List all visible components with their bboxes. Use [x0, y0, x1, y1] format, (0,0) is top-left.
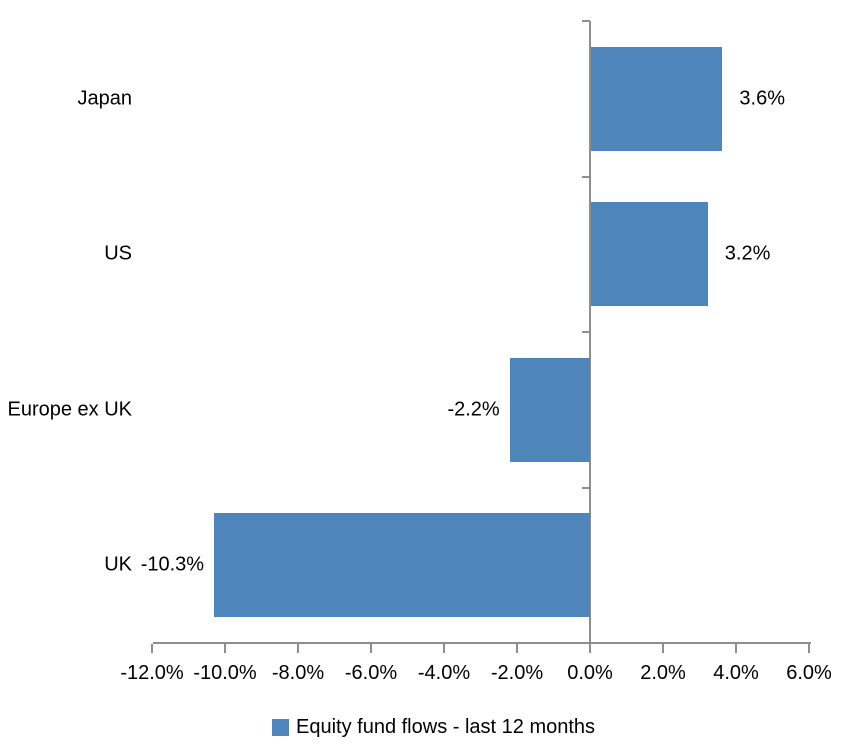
x-axis-tick-2-0	[516, 644, 518, 653]
value-label-japan: 3.6%	[739, 87, 785, 110]
x-axis-tick-label-8-0: -8.0%	[271, 662, 325, 684]
bar-us	[591, 202, 708, 307]
value-label-europe-ex-uk: -2.2%	[447, 398, 500, 421]
y-axis-tick-4	[582, 642, 590, 644]
category-label-japan: Japan	[77, 87, 133, 110]
legend: Equity fund flows - last 12 months	[272, 716, 595, 739]
x-axis-tick-4-0	[735, 644, 737, 653]
y-axis-tick-2	[582, 331, 590, 333]
x-axis-tick-8-0	[297, 644, 299, 653]
x-axis-tick-label-2-0: 2.0%	[640, 662, 686, 684]
x-axis-tick-label-2-0: -2.0%	[490, 662, 544, 684]
category-label-europe-ex-uk: Europe ex UK	[7, 398, 132, 421]
x-axis-tick-12-0	[151, 644, 153, 653]
x-axis-line	[153, 642, 811, 644]
y-axis-tick-0	[582, 20, 590, 22]
x-axis-tick-label-0-0: 0.0%	[567, 662, 613, 684]
y-axis-tick-1	[582, 175, 590, 178]
x-axis-tick-4-0	[443, 644, 445, 653]
y-axis-tick-3	[582, 486, 590, 489]
category-label-uk: UK	[104, 553, 132, 576]
category-label-us: US	[104, 242, 132, 265]
x-axis-tick-10-0	[224, 644, 226, 653]
x-axis-tick-label-6-0: 6.0%	[786, 662, 832, 684]
x-axis-tick-6-0	[808, 644, 810, 653]
x-axis-tick-2-0	[662, 644, 664, 653]
x-axis-tick-label-10-0: -10.0%	[193, 662, 257, 684]
x-axis-tick-0-0	[589, 644, 591, 653]
x-axis-tick-label-6-0: -6.0%	[344, 662, 398, 684]
x-axis-tick-6-0	[370, 644, 372, 653]
value-label-us: 3.2%	[724, 242, 771, 265]
y-axis-line	[589, 21, 591, 643]
x-axis-tick-label-4-0: 4.0%	[713, 662, 759, 684]
bar-europe-ex-uk	[509, 357, 590, 462]
x-axis-tick-label-12-0: -12.0%	[120, 662, 184, 684]
bar-japan	[591, 46, 723, 151]
bar-uk	[214, 513, 590, 618]
value-label-uk: -10.3%	[140, 553, 205, 576]
legend-marker-icon	[272, 719, 289, 736]
legend-label: Equity fund flows - last 12 months	[296, 716, 596, 738]
x-axis-tick-label-4-0: -4.0%	[417, 662, 471, 684]
